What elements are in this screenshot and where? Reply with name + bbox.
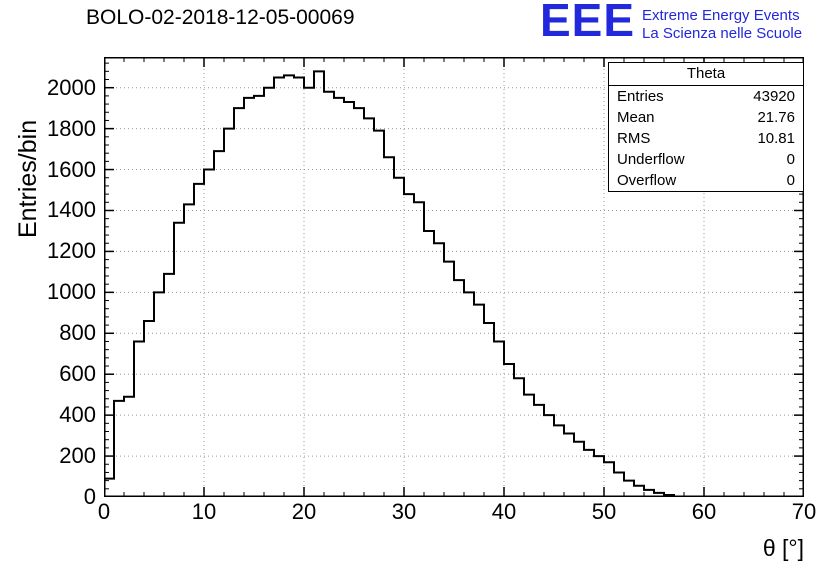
stats-box-rows: Entries 43920 Mean 21.76 RMS 10.81 Underflow 0 O… [609,86,803,191]
y-tick-label: 400 [59,402,96,428]
stats-row-label: Underflow [617,151,685,168]
x-tick-label: 60 [691,499,717,524]
y-axis-tick-labels: 0 200 400 600 800 1000 1200 1400 1600 1800 2000 [0,57,96,508]
x-tick-label: 0 [97,499,111,524]
x-tick-label: 20 [291,499,317,524]
y-tick-label: 1800 [47,115,96,141]
plot-title: BOLO-02-2018-12-05-00069 [86,6,355,29]
stats-box-title: Theta [609,63,803,86]
y-tick-label: 800 [59,320,96,346]
x-tick-label: 10 [191,499,217,524]
stats-row-value: 43920 [753,88,795,105]
stats-row-label: Mean [617,109,655,126]
x-tick-label: 30 [391,499,417,524]
x-axis-label: θ [°] [762,535,804,561]
y-tick-label: 600 [59,361,96,387]
y-tick-label: 0 [83,484,96,509]
y-tick-label: 1400 [47,197,96,223]
eee-logo-line1: Extreme Energy Events [642,7,800,24]
stats-row: Entries 43920 [609,86,803,107]
eee-logo-line2: La Scienza nelle Scuole [642,25,803,42]
stats-row-label: RMS [617,130,651,147]
stats-row: Overflow 0 [609,170,803,191]
x-axis-tick-labels: 0 10 20 30 40 50 60 70 [98,499,816,525]
x-tick-label: 70 [791,499,817,524]
y-tick-label: 1600 [47,156,96,182]
histogram-plot [104,57,804,497]
stats-row: RMS 10.81 [609,128,803,149]
stats-row-label: Entries [617,88,664,105]
y-tick-label: 2000 [47,74,96,100]
y-tick-label: 1200 [47,238,96,264]
stats-row-value: 0 [786,172,795,189]
stats-row-label: Overflow [617,172,677,189]
histogram-line [104,70,804,497]
stats-row-value: 21.76 [757,109,795,126]
x-tick-label: 40 [491,499,517,524]
x-tick-label: 50 [591,499,617,524]
eee-logo-tagline: Extreme Energy Events La Scienza nelle S… [642,7,802,43]
stats-box: Theta Entries 43920 Mean 21.76 RMS 10.81 Under… [608,62,804,192]
stats-row-value: 10.81 [757,130,795,147]
y-tick-label: 200 [59,443,96,469]
stats-row: Mean 21.76 [609,107,803,128]
y-tick-label: 1000 [47,279,96,305]
eee-logo: EEE [540,0,636,46]
stats-row: Underflow 0 [609,149,803,170]
stats-row-value: 0 [786,151,795,168]
